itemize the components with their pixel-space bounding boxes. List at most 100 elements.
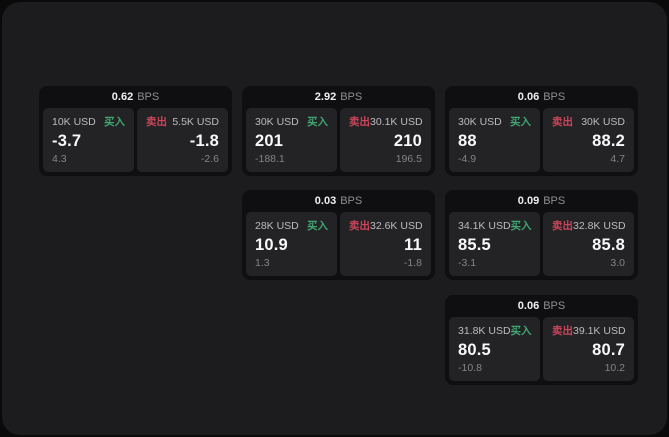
bps-unit-label: BPS [543,195,566,207]
sell-header-row: 卖出 5.5K USD [146,116,219,128]
sell-price: 11 [404,235,422,254]
sell-price: 88.2 [592,131,625,150]
sell-label: 卖出 [552,116,573,128]
buy-panel[interactable]: 30K USD 买入 201 -188.1 [246,108,337,172]
card-body: 31.8K USD 买入 80.5 -10.8 卖出 39.1K USD 80.… [445,317,638,385]
card-header: 0.09 BPS [445,190,638,212]
sell-label: 卖出 [349,116,370,128]
buy-label: 买入 [307,116,328,128]
buy-sub-value: -4.9 [458,153,477,165]
buy-header-row: 34.1K USD 买入 [458,220,532,232]
bps-unit-label: BPS [340,195,363,207]
buy-header-row: 30K USD 买入 [255,116,328,128]
sell-header-row: 卖出 32.6K USD [349,220,423,232]
buy-price: -3.7 [52,131,82,150]
sell-label: 卖出 [146,116,167,128]
card-header: 0.62 BPS [39,86,232,108]
sell-price: 210 [393,131,422,150]
quote-card[interactable]: 0.62 BPS 10K USD 买入 -3.7 4.3 卖出 5.5K USD… [39,86,232,176]
buy-panel[interactable]: 34.1K USD 买入 85.5 -3.1 [449,212,540,276]
buy-label: 买入 [510,220,532,232]
buy-header-row: 28K USD 买入 [255,220,328,232]
sell-header-row: 卖出 32.8K USD [552,220,626,232]
buy-sub-value: -188.1 [255,153,285,165]
sell-label: 卖出 [552,325,573,337]
sell-amount: 30K USD [581,116,625,128]
sell-sub-value: -1.8 [403,257,422,269]
sell-sub-value: 10.2 [604,362,625,374]
buy-amount: 30K USD [255,116,299,128]
sell-sub-value: 3.0 [610,257,625,269]
buy-price: 10.9 [255,235,288,254]
bps-value: 0.06 [517,91,540,103]
card-header: 2.92 BPS [242,86,435,108]
bps-value: 2.92 [314,91,337,103]
buy-price: 201 [255,131,284,150]
buy-sub-value: 1.3 [255,257,270,269]
buy-panel[interactable]: 31.8K USD 买入 80.5 -10.8 [449,317,540,381]
buy-panel[interactable]: 10K USD 买入 -3.7 4.3 [43,108,134,172]
buy-label: 买入 [104,116,125,128]
bps-value: 0.62 [111,91,134,103]
sell-label: 卖出 [552,220,573,232]
buy-amount: 30K USD [458,116,502,128]
sell-panel[interactable]: 卖出 30.1K USD 210 196.5 [340,108,431,172]
sell-panel[interactable]: 卖出 32.6K USD 11 -1.8 [340,212,431,276]
sell-panel[interactable]: 卖出 32.8K USD 85.8 3.0 [543,212,634,276]
sell-sub-value: 196.5 [395,153,422,165]
quote-card[interactable]: 0.06 BPS 31.8K USD 买入 80.5 -10.8 卖出 39.1… [445,295,638,385]
card-header: 0.06 BPS [445,86,638,108]
quote-card[interactable]: 0.03 BPS 28K USD 买入 10.9 1.3 卖出 32.6K US… [242,190,435,280]
bps-unit-label: BPS [543,91,566,103]
sell-price: -1.8 [189,131,219,150]
sell-label: 卖出 [349,220,370,232]
bps-value: 0.09 [517,195,540,207]
card-body: 10K USD 买入 -3.7 4.3 卖出 5.5K USD -1.8 -2.… [39,108,232,176]
buy-sub-value: 4.3 [52,153,67,165]
buy-panel[interactable]: 28K USD 买入 10.9 1.3 [246,212,337,276]
sell-panel[interactable]: 卖出 30K USD 88.2 4.7 [543,108,634,172]
bps-value: 0.06 [517,300,540,312]
bps-unit-label: BPS [543,300,566,312]
quote-card[interactable]: 2.92 BPS 30K USD 买入 201 -188.1 卖出 30.1K … [242,86,435,176]
sell-sub-value: -2.6 [200,153,219,165]
buy-amount: 28K USD [255,220,299,232]
buy-sub-value: -10.8 [458,362,482,374]
bps-unit-label: BPS [137,91,160,103]
buy-label: 买入 [510,116,531,128]
buy-amount: 34.1K USD [458,220,511,232]
sell-amount: 5.5K USD [172,116,219,128]
buy-panel[interactable]: 30K USD 买入 88 -4.9 [449,108,540,172]
sell-amount: 30.1K USD [370,116,423,128]
card-header: 0.06 BPS [445,295,638,317]
sell-amount: 39.1K USD [573,325,626,337]
buy-header-row: 10K USD 买入 [52,116,125,128]
bps-value: 0.03 [314,195,337,207]
quote-card[interactable]: 0.09 BPS 34.1K USD 买入 85.5 -3.1 卖出 32.8K… [445,190,638,280]
buy-amount: 31.8K USD [458,325,511,337]
bps-unit-label: BPS [340,91,363,103]
sell-price: 80.7 [592,340,625,359]
card-body: 30K USD 买入 201 -188.1 卖出 30.1K USD 210 1… [242,108,435,176]
sell-price: 85.8 [592,235,625,254]
sell-panel[interactable]: 卖出 39.1K USD 80.7 10.2 [543,317,634,381]
buy-price: 80.5 [458,340,491,359]
card-body: 34.1K USD 买入 85.5 -3.1 卖出 32.8K USD 85.8… [445,212,638,280]
buy-sub-value: -3.1 [458,257,477,269]
sell-sub-value: 4.7 [610,153,625,165]
buy-label: 买入 [510,325,532,337]
buy-price: 85.5 [458,235,491,254]
quote-card[interactable]: 0.06 BPS 30K USD 买入 88 -4.9 卖出 30K USD 8… [445,86,638,176]
card-body: 28K USD 买入 10.9 1.3 卖出 32.6K USD 11 -1.8 [242,212,435,280]
buy-header-row: 31.8K USD 买入 [458,325,532,337]
sell-panel[interactable]: 卖出 5.5K USD -1.8 -2.6 [137,108,228,172]
buy-amount: 10K USD [52,116,96,128]
sell-amount: 32.6K USD [370,220,423,232]
card-body: 30K USD 买入 88 -4.9 卖出 30K USD 88.2 4.7 [445,108,638,176]
sell-header-row: 卖出 30.1K USD [349,116,423,128]
sell-header-row: 卖出 30K USD [552,116,625,128]
buy-price: 88 [458,131,477,150]
